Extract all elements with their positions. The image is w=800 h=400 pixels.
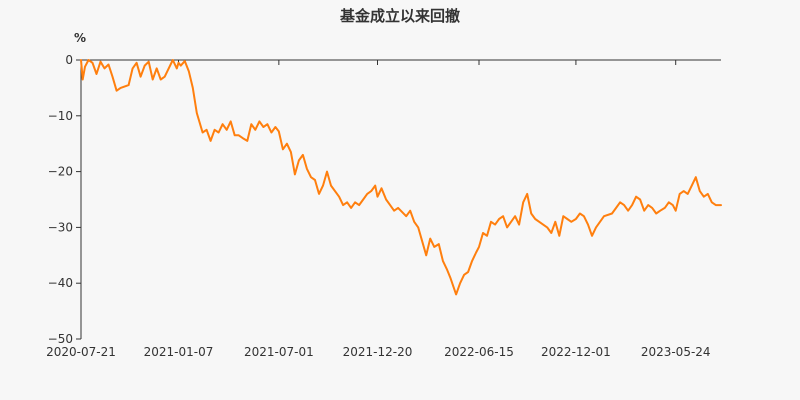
y-tick-label: −40 (48, 276, 73, 290)
x-tick-label: 2021-01-07 (144, 345, 214, 359)
y-tick-label: −20 (48, 165, 73, 179)
drawdown-series-line (80, 59, 722, 296)
y-tick-label: 0 (65, 53, 73, 67)
x-tick-label: 2022-12-01 (541, 345, 611, 359)
x-tick-label: 2020-07-21 (46, 345, 116, 359)
x-tick-label: 2021-07-01 (244, 345, 314, 359)
chart-title: 基金成立以来回撤 (339, 7, 460, 25)
x-tick-label: 2021-12-20 (343, 345, 413, 359)
y-tick-label: −30 (48, 220, 73, 234)
y-tick-label: −10 (48, 109, 73, 123)
x-tick-label: 2022-06-15 (444, 345, 514, 359)
y-axis-unit-label: % (74, 31, 86, 45)
y-tick-label: −50 (48, 332, 73, 346)
x-tick-label: 2023-05-24 (641, 345, 711, 359)
